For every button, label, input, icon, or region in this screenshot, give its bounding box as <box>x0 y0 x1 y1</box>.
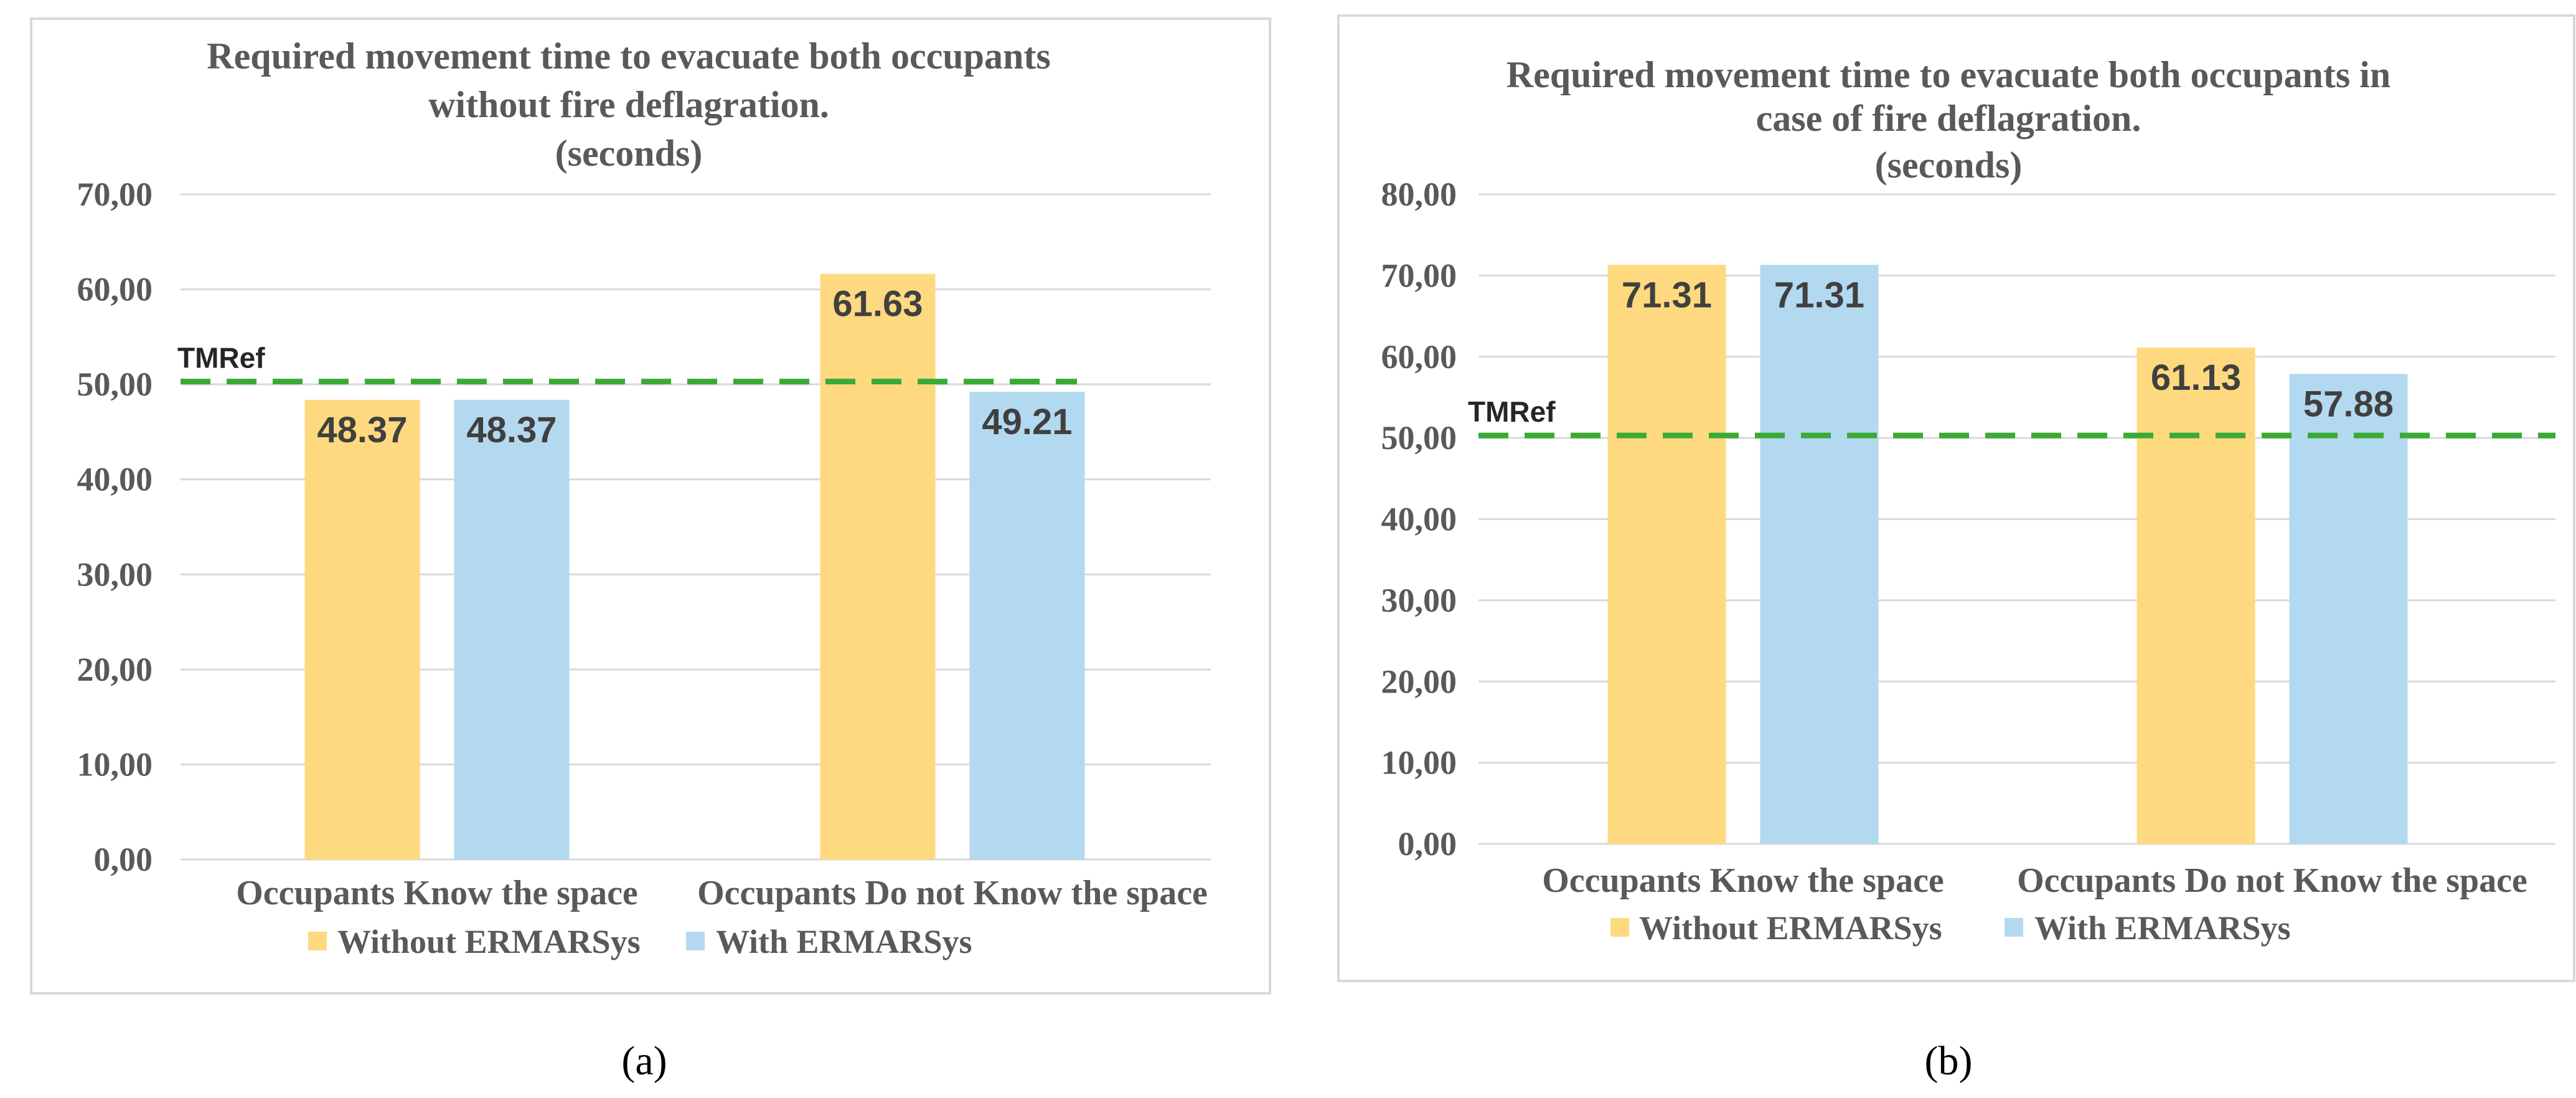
legend-swatch <box>1610 918 1629 937</box>
y-tick-label: 70,00 <box>1381 257 1457 294</box>
x-category-label: Occupants Do not Know the space <box>697 874 1208 912</box>
y-tick-label: 10,00 <box>77 745 153 783</box>
y-tick-label: 50,00 <box>1381 419 1457 457</box>
chart-panel-b: Required movement time to evacuate both … <box>1337 14 2575 982</box>
bar <box>969 392 1085 859</box>
y-tick-label: 0,00 <box>1398 825 1457 863</box>
y-tick-label: 80,00 <box>1381 176 1457 213</box>
chart-title-line: case of fire deflagration. <box>1756 98 2141 139</box>
y-tick-label: 40,00 <box>1381 501 1457 538</box>
y-tick-label: 20,00 <box>1381 663 1457 700</box>
bar <box>1760 265 1879 844</box>
legend-label: With ERMARSys <box>2034 909 2291 947</box>
bar-data-label: 61.13 <box>2151 357 2241 398</box>
y-tick-label: 40,00 <box>77 461 153 498</box>
tmref-label: TMRef <box>1468 395 1556 428</box>
chart-panel-a: Required movement time to evacuate both … <box>30 17 1271 995</box>
chart-title-line: Required movement time to evacuate both … <box>207 35 1050 77</box>
y-tick-label: 50,00 <box>77 366 153 403</box>
bar <box>820 273 936 859</box>
bar <box>304 400 420 859</box>
bar <box>2136 348 2255 844</box>
tmref-label: TMRef <box>177 342 265 374</box>
y-tick-label: 30,00 <box>1381 582 1457 619</box>
legend-label: With ERMARSys <box>716 923 972 960</box>
panel-label: (a) <box>621 1038 667 1084</box>
bar <box>1607 265 1726 844</box>
y-tick-label: 60,00 <box>77 271 153 308</box>
x-category-label: Occupants Do not Know the space <box>2017 861 2527 900</box>
x-category-label: Occupants Know the space <box>1542 861 1944 900</box>
y-tick-label: 70,00 <box>77 176 153 213</box>
bar-data-label: 71.31 <box>1774 275 1864 315</box>
y-tick-label: 10,00 <box>1381 744 1457 782</box>
bar <box>2289 374 2408 844</box>
chart-title-line: Required movement time to evacuate both … <box>1507 54 2390 95</box>
legend-label: Without ERMARSys <box>337 923 641 960</box>
chart-title-line: (seconds) <box>555 133 703 174</box>
chart-title-line: without fire deflagration. <box>428 84 829 125</box>
y-tick-label: 30,00 <box>77 556 153 593</box>
panel-label: (b) <box>1925 1038 1973 1084</box>
bar-data-label: 49.21 <box>982 402 1072 442</box>
legend-label: Without ERMARSys <box>1639 909 1942 947</box>
chart-title-line: (seconds) <box>1875 144 2023 186</box>
legend-swatch <box>308 932 327 950</box>
bar-data-label: 57.88 <box>2303 384 2394 424</box>
legend-swatch <box>2005 918 2023 937</box>
bar-data-label: 71.31 <box>1622 275 1712 315</box>
bar <box>454 400 570 859</box>
bar-data-label: 48.37 <box>317 410 407 450</box>
y-tick-label: 20,00 <box>77 651 153 688</box>
y-tick-label: 0,00 <box>94 841 153 878</box>
x-category-label: Occupants Know the space <box>236 874 638 912</box>
bar-data-label: 61.63 <box>832 284 923 324</box>
y-tick-label: 60,00 <box>1381 338 1457 376</box>
legend-swatch <box>686 932 705 950</box>
bar-data-label: 48.37 <box>466 410 557 450</box>
